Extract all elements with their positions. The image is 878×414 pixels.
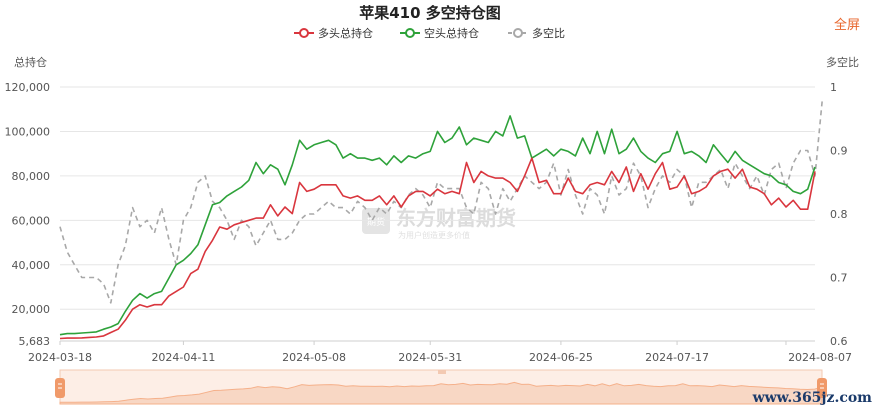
y-left-ticks: 120,000 100,000 80,000 60,000 40,000 20,000 5,… [5,81,51,348]
legend-item-ratio[interactable]: 多空比 [508,26,565,40]
series-long-line [59,157,816,340]
x-tick-label: 2024-06-25 [529,351,593,364]
series-ratio-line [59,99,824,304]
series-short-line [59,115,816,336]
navigator-center-grip[interactable] [438,370,446,374]
legend-ratio-label: 多空比 [532,26,565,40]
range-navigator[interactable] [55,369,827,405]
y-right-tick-label: 0.7 [830,272,848,285]
x-tick-label: 2024-03-18 [28,351,92,364]
legend-short-label: 空头总持仓 [424,26,479,40]
series-lines [59,99,824,340]
footer-url: www.365jz.com [752,390,872,406]
y-left-tick-label: 100,000 [5,125,51,138]
y-left-tick-label: 80,000 [12,170,51,183]
y-left-tick-label: 120,000 [5,81,51,94]
fullscreen-button[interactable]: 全屏 [833,18,860,33]
y-left-tick-label: 5,683 [19,335,51,348]
y-right-tick-label: 0.8 [830,208,848,221]
legend-long-marker [299,28,309,38]
x-tick-label: 2024-05-08 [282,351,346,364]
x-tick-label: 2024-04-11 [151,351,215,364]
watermark-main-text: 东方财富期货 [396,206,516,230]
y-right-tick-label: 0.9 [830,145,848,158]
legend: 多头总持仓 空头总持仓 多空比 [294,26,565,40]
y-left-tick-label: 60,000 [12,214,51,227]
watermark: 期货 东方财富期货 为用户创造更多价值 [362,206,516,240]
y-left-axis-label: 总持仓 [14,55,47,69]
y-right-tick-label: 0.6 [830,335,848,348]
x-ticks: 2024-03-18 2024-04-11 2024-05-08 2024-05-31… [28,341,852,364]
watermark-logo-text: 期货 [367,216,385,228]
y-right-tick-label: 1 [830,81,837,94]
watermark-sub-text: 为用户创造更多价值 [398,230,470,240]
x-tick-label: 2024-07-17 [645,351,709,364]
y-left-tick-label: 40,000 [12,259,51,272]
y-right-ticks: 1 0.9 0.8 0.7 0.6 [830,81,848,348]
x-tick-label: 2024-08-07 [788,351,852,364]
x-tick-label: 2024-05-31 [398,351,462,364]
legend-item-long[interactable]: 多头总持仓 [294,26,373,40]
legend-item-short[interactable]: 空头总持仓 [400,26,479,40]
y-left-tick-label: 20,000 [12,303,51,316]
y-right-axis-label: 多空比 [826,55,859,69]
chart-title: 苹果410 多空持仓图 [359,4,501,22]
legend-ratio-marker [513,28,523,38]
legend-short-marker [405,28,415,38]
navigator-area [59,381,823,405]
legend-long-label: 多头总持仓 [318,26,373,40]
